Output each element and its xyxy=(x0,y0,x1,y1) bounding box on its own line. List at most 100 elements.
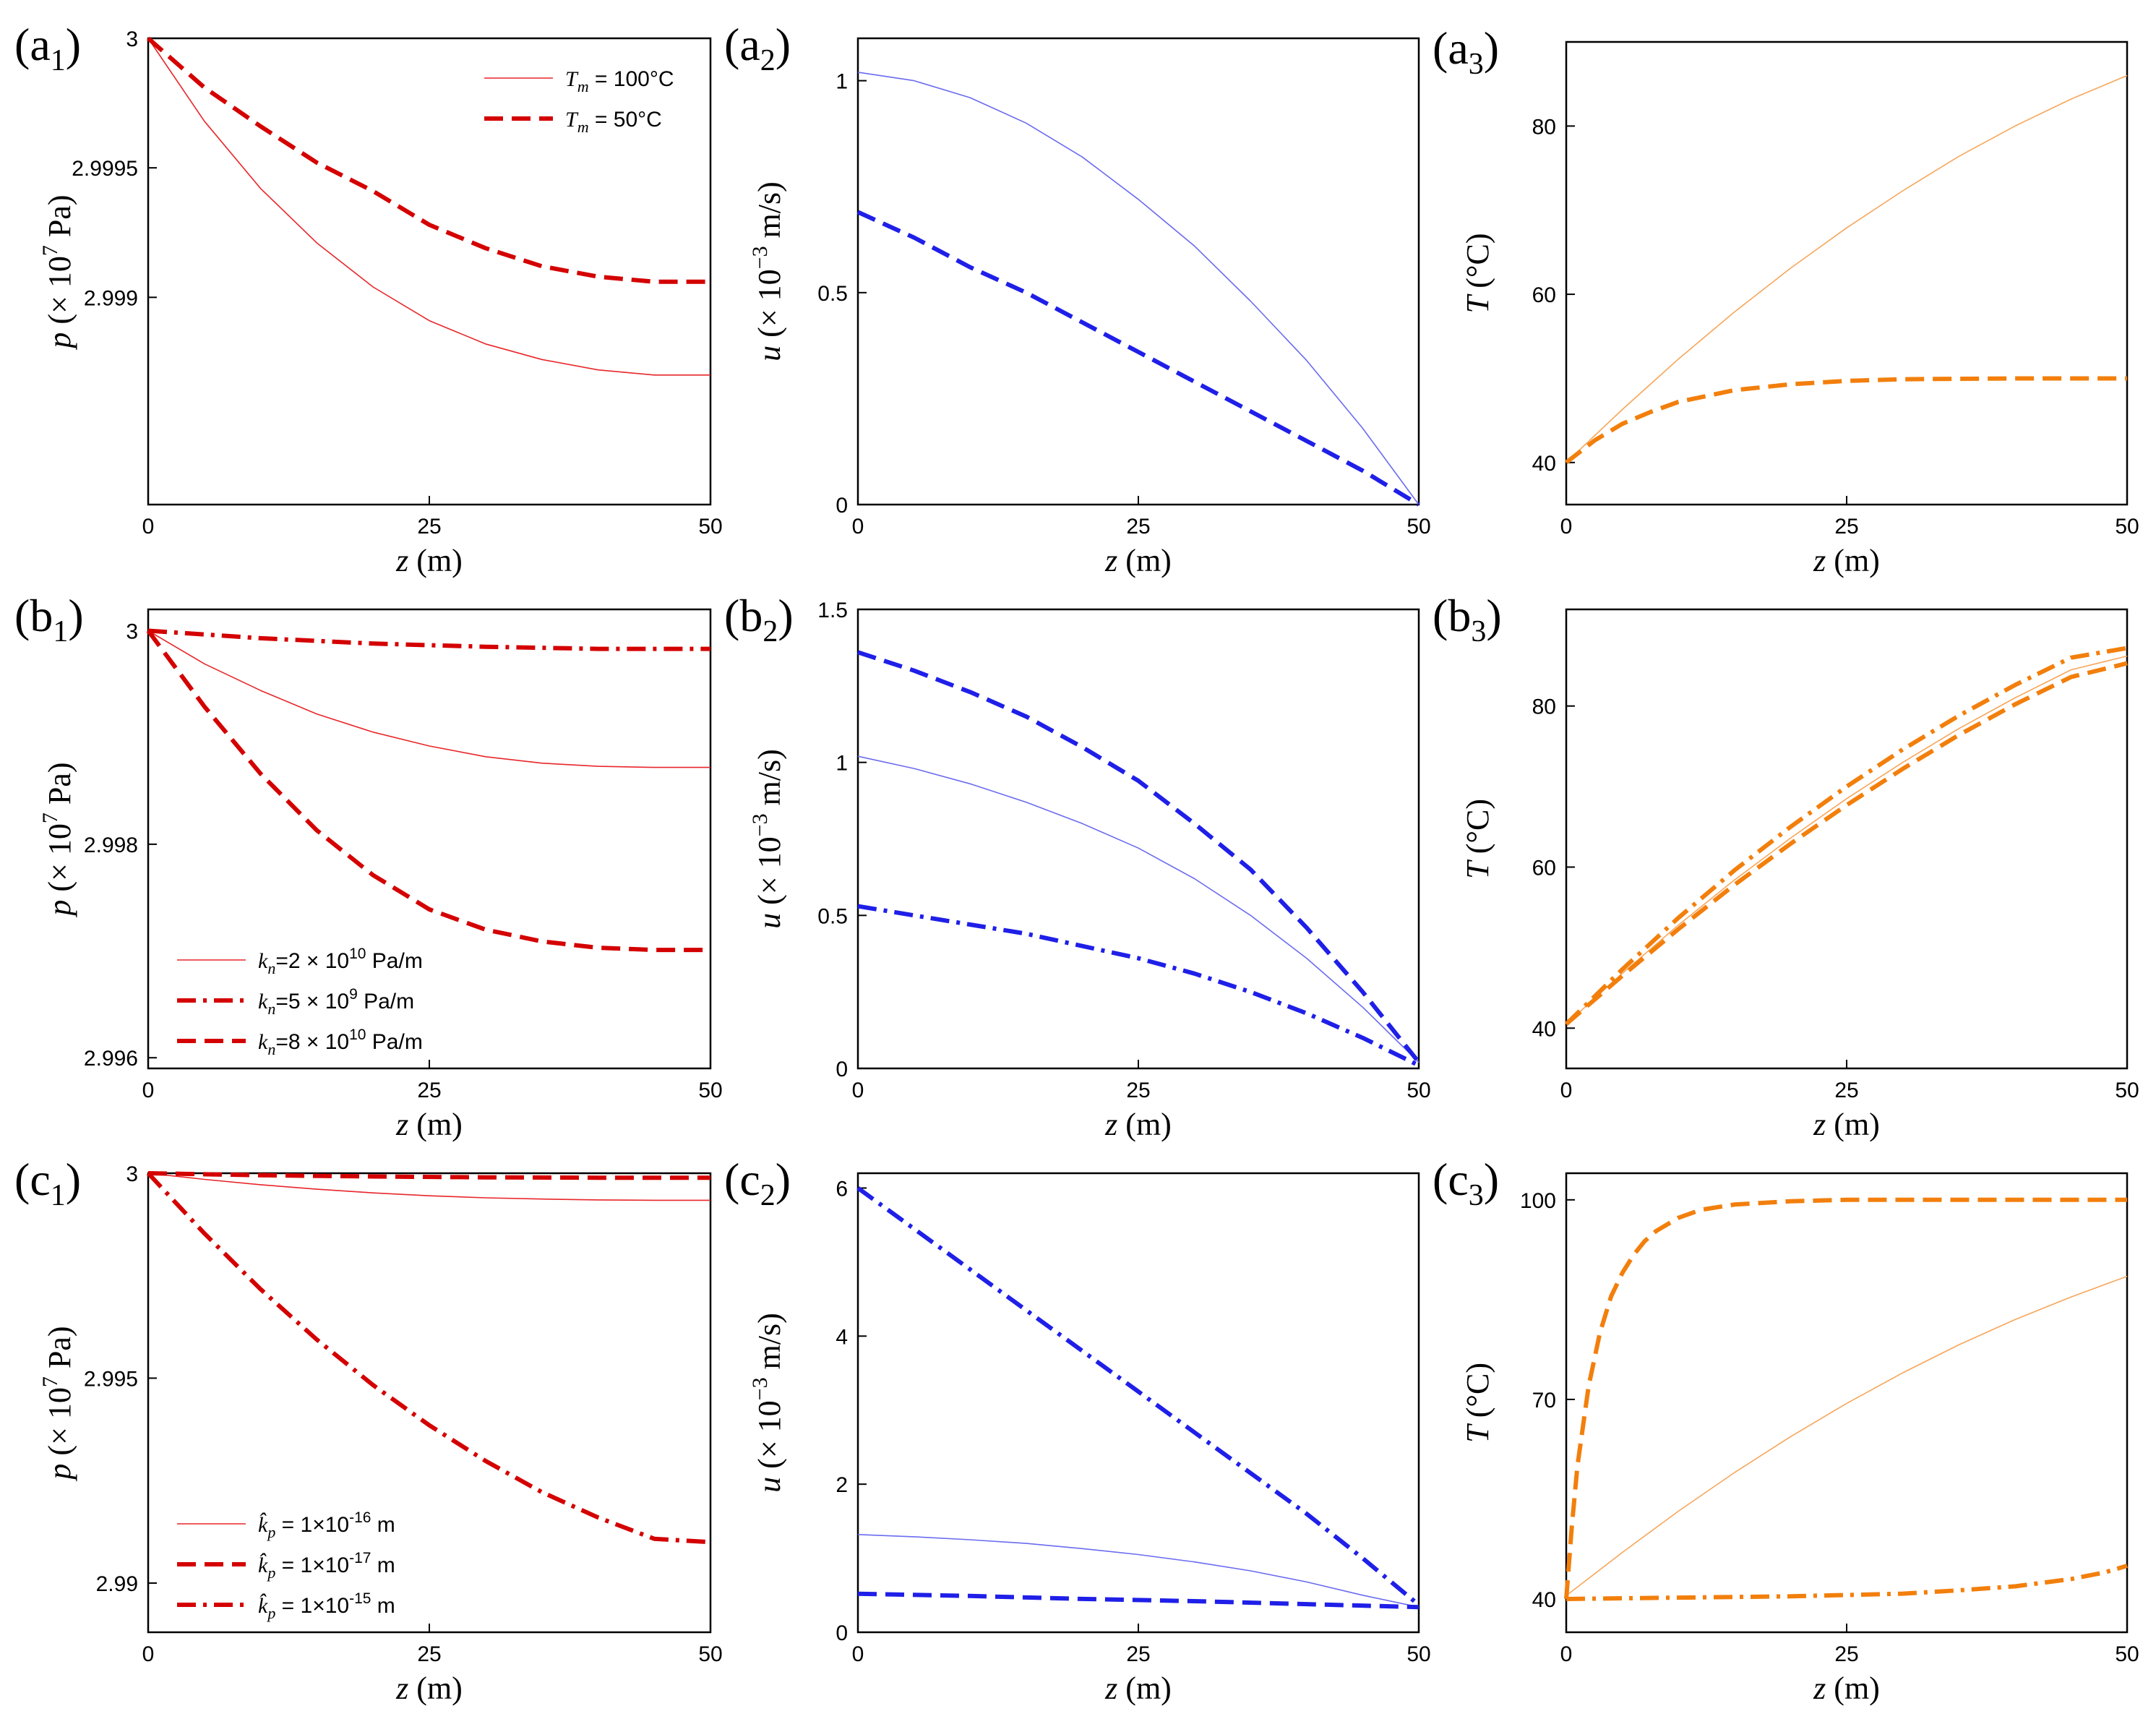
y-tick-label: 80 xyxy=(1532,115,1556,139)
series-line-1 xyxy=(147,38,710,376)
y-tick-label: 4 xyxy=(836,1325,848,1349)
series-line-1 xyxy=(147,630,710,768)
x-axis-label: z (m) xyxy=(395,1671,463,1706)
y-tick-label: 60 xyxy=(1532,283,1556,307)
y-tick-label: 3 xyxy=(126,27,138,51)
series-line-1 xyxy=(857,72,1420,505)
x-tick-label: 0 xyxy=(852,1079,864,1102)
series-line-3 xyxy=(1566,1564,2128,1601)
y-tick-label: 2.996 xyxy=(84,1047,138,1071)
x-tick-label: 0 xyxy=(1560,515,1573,539)
panel-label: (b2) xyxy=(724,590,794,648)
legend-label: Tm = 50°C xyxy=(565,108,662,136)
x-tick-label: 25 xyxy=(417,1079,441,1102)
x-tick-label: 50 xyxy=(698,1642,722,1666)
legend-label: Tm = 100°C xyxy=(565,67,674,95)
series-line-2 xyxy=(857,1591,1420,1610)
x-tick-label: 50 xyxy=(2115,515,2139,539)
chart-panel-a1: 0 25 50 2.999 2.9995 3 z (m) p (× 107 Pa) (a1) Tm… xyxy=(14,19,723,578)
series-line-1 xyxy=(1566,74,2128,463)
series-line-2 xyxy=(857,904,1420,1068)
panel-label: (c1) xyxy=(14,1154,81,1212)
series-line-1 xyxy=(147,1173,710,1201)
series-line-1 xyxy=(1566,1275,2128,1597)
series-line-3 xyxy=(857,650,1421,1064)
panel-label: (a1) xyxy=(14,19,81,77)
x-tick-label: 50 xyxy=(698,515,722,539)
x-tick-label: 0 xyxy=(852,515,864,539)
series-line-1 xyxy=(857,755,1420,1063)
y-tick-label: 3 xyxy=(126,1162,138,1186)
y-axis-label: u (× 10−3 m/s) xyxy=(748,1313,787,1493)
series-line-3 xyxy=(1565,661,2128,1026)
y-axis-label: T (°C) xyxy=(1460,1363,1495,1443)
series-line-2 xyxy=(147,1171,710,1180)
y-tick-label: 2.99 xyxy=(96,1572,138,1596)
x-tick-label: 25 xyxy=(1126,515,1150,539)
series-line-1 xyxy=(1566,655,2128,1025)
y-tick-label: 2.999 xyxy=(84,286,138,310)
series-line-2 xyxy=(1564,1197,2127,1600)
legend-label: kn=8 × 1010 Pa/m xyxy=(258,1026,423,1058)
y-tick-label: 6 xyxy=(836,1177,848,1201)
x-tick-label: 25 xyxy=(417,515,441,539)
x-axis-label: z (m) xyxy=(395,543,463,578)
y-tick-label: 2.995 xyxy=(84,1367,138,1391)
y-tick-label: 0 xyxy=(836,494,848,518)
x-axis-label: z (m) xyxy=(1813,543,1880,578)
legend: kn=2 × 1010 Pa/m kn=5 × 109 Pa/m kn=8 × 10… xyxy=(177,946,423,1058)
x-tick-label: 50 xyxy=(2115,1642,2139,1666)
y-axis-label: p (× 107 Pa) xyxy=(38,1326,77,1481)
legend-label: k̂p = 1×10-15 m xyxy=(258,1590,395,1622)
y-tick-label: 100 xyxy=(1520,1189,1556,1213)
legend-label: k̂p = 1×10-16 m xyxy=(258,1509,395,1541)
y-axis-label: T (°C) xyxy=(1460,799,1495,879)
x-tick-label: 0 xyxy=(1560,1079,1573,1102)
x-axis-label: z (m) xyxy=(395,1107,463,1142)
x-tick-label: 50 xyxy=(2115,1079,2139,1102)
y-tick-label: 0 xyxy=(836,1621,848,1645)
x-tick-label: 0 xyxy=(142,1079,155,1102)
x-axis-label: z (m) xyxy=(1104,543,1172,578)
legend-label: kn=2 × 1010 Pa/m xyxy=(258,946,423,977)
y-tick-label: 2.998 xyxy=(84,833,138,857)
y-tick-label: 80 xyxy=(1532,695,1556,719)
y-tick-label: 0.5 xyxy=(817,282,848,306)
y-tick-label: 60 xyxy=(1532,856,1556,880)
series-line-2 xyxy=(856,210,1420,507)
panel-label: (c3) xyxy=(1433,1154,1499,1212)
y-tick-label: 40 xyxy=(1532,452,1556,476)
x-axis-label: z (m) xyxy=(1813,1671,1880,1706)
chart-panel-c2: 0 25 50 0 2 4 6 z (m) u (× 10−3 m/s) (c2) xyxy=(724,1154,1431,1706)
x-axis-label: z (m) xyxy=(1104,1107,1172,1142)
y-tick-label: 0.5 xyxy=(817,904,848,928)
y-axis-label: p (× 107 Pa) xyxy=(38,762,77,917)
legend: k̂p = 1×10-16 m k̂p = 1×10-17 m k̂p = 1×10… xyxy=(177,1509,395,1622)
y-tick-label: 0 xyxy=(836,1058,848,1081)
y-tick-label: 2.9995 xyxy=(72,157,138,181)
chart-panel-b3: 0 25 50 40 60 80 z (m) T (°C) (b3) xyxy=(1433,590,2139,1142)
y-axis-label: u (× 10−3 m/s) xyxy=(748,749,787,929)
chart-panel-c3: 0 25 50 40 70 100 z (m) T (°C) (c3) xyxy=(1433,1154,2139,1706)
y-tick-label: 40 xyxy=(1532,1017,1556,1041)
panel-label: (c2) xyxy=(724,1154,791,1212)
panel-label: (b1) xyxy=(14,590,84,648)
chart-panel-a2: 0 25 50 0 0.5 1 z (m) u (× 10−3 m/s) (a2) xyxy=(724,19,1431,578)
y-tick-label: 1 xyxy=(836,70,848,94)
chart-panel-c1: 0 25 50 2.99 2.995 3 z (m) p (× 107 Pa) (c1) k̂p … xyxy=(14,1154,723,1706)
legend: Tm = 100°C Tm = 50°C xyxy=(484,67,674,136)
x-tick-label: 0 xyxy=(142,515,155,539)
series-line-3 xyxy=(856,1186,1420,1607)
series-line-2 xyxy=(1564,646,2128,1026)
series-line-3 xyxy=(146,629,710,953)
x-tick-label: 0 xyxy=(852,1642,864,1666)
chart-panel-b2: 0 25 50 0 0.5 1 1.5 z (m) u (× 10−3 m/s) (b2) xyxy=(724,590,1431,1142)
x-tick-label: 0 xyxy=(142,1642,155,1666)
x-tick-label: 25 xyxy=(1126,1079,1150,1102)
y-tick-label: 2 xyxy=(836,1473,848,1497)
x-tick-label: 50 xyxy=(698,1079,722,1102)
x-tick-label: 25 xyxy=(1834,1079,1858,1102)
panel-label: (a3) xyxy=(1433,22,1499,81)
x-tick-label: 25 xyxy=(1834,1642,1858,1666)
